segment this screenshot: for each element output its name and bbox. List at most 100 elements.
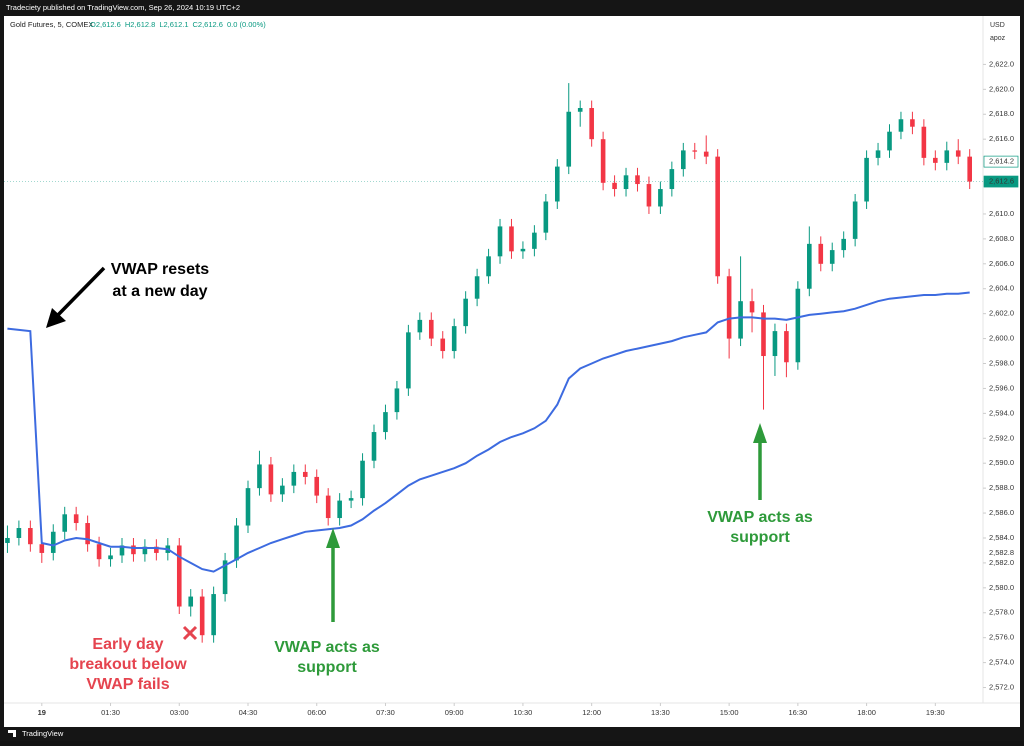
candle-body [658, 189, 663, 207]
candle-body [188, 596, 194, 607]
candle-body [73, 514, 79, 524]
y-tick-label: 2,590.0 [989, 458, 1014, 467]
annotation: VWAP acts as [274, 639, 380, 656]
y-tick-label: 2,582.0 [989, 558, 1014, 567]
x-tick-label: 15:00 [720, 708, 739, 717]
y-tick-label: 2,598.0 [989, 358, 1014, 367]
candle-body [62, 514, 68, 532]
candle-body [532, 232, 537, 249]
y-tick-label: 2,610.0 [989, 209, 1014, 218]
x-tick-label: 06:00 [307, 708, 326, 717]
publisher: Tradeciety published on TradingView.com,… [6, 3, 240, 12]
y-tick-label: 2,622.0 [989, 59, 1014, 68]
legend-value: H2,612.8 [125, 20, 155, 29]
y-tick-label: 2,604.0 [989, 284, 1014, 293]
candle-body [887, 131, 892, 151]
fail-mark [182, 625, 198, 641]
candle-body [852, 201, 858, 239]
candle-body [761, 312, 766, 357]
x-tick-label: 04:30 [239, 708, 258, 717]
y-tick-label: 2,584.0 [989, 533, 1014, 542]
candle-body [635, 175, 640, 185]
candle-body [131, 545, 136, 555]
candle-body [142, 546, 148, 555]
annotation: at a new day [112, 283, 207, 300]
candle-body [440, 338, 446, 352]
candle-body [554, 166, 560, 202]
candle-body [245, 488, 251, 526]
arrow-head [46, 308, 66, 328]
candle-body [5, 537, 10, 543]
symbol: Gold Futures, 5, COMEX [10, 20, 93, 29]
y-tick-label: 2,580.0 [989, 583, 1014, 592]
annotation: Early day [92, 636, 163, 653]
y-tick-label: 2,592.0 [989, 433, 1014, 442]
candle-body [280, 485, 285, 495]
annotation: breakout below [69, 656, 187, 673]
annotation: VWAP acts as [707, 509, 813, 526]
x-tick-label: 16:30 [788, 708, 807, 717]
y-tick-label: 2,602.0 [989, 309, 1014, 318]
candle-body [268, 464, 274, 495]
candle-body [933, 157, 938, 163]
candle-body [302, 471, 308, 477]
y-tick-label: 2,588.0 [989, 483, 1014, 492]
y-tick-label: 2,576.0 [989, 633, 1014, 642]
annotation: support [297, 659, 357, 676]
x-tick-label: 19 [38, 708, 46, 717]
x-tick-label: 10:30 [514, 708, 533, 717]
x-tick-label: 01:30 [101, 708, 120, 717]
candle-body [955, 150, 961, 157]
candle-body [291, 471, 297, 486]
candle-body [222, 560, 228, 595]
y-tick-label: 2,620.0 [989, 84, 1014, 93]
y-tick-label: 2,578.0 [989, 608, 1014, 617]
price-label: 2,612.6 [989, 177, 1014, 186]
candle-body [543, 201, 549, 233]
footer: TradingView [22, 729, 64, 738]
candle-body [612, 182, 617, 190]
candle-body [807, 243, 812, 289]
currency: USD [990, 22, 1005, 29]
candle-body [406, 332, 411, 389]
annotation: VWAP resets [111, 261, 210, 278]
candle-body [841, 238, 846, 251]
y-tick-label: 2,586.0 [989, 508, 1014, 517]
candle-body [669, 169, 675, 190]
x-tick-label: 12:00 [582, 708, 601, 717]
candle-body [967, 156, 972, 182]
candle-body [921, 126, 927, 158]
candle-body [749, 301, 755, 313]
candle-body [108, 555, 113, 560]
candle-body [348, 498, 354, 501]
y-tick-label: 2,600.0 [989, 334, 1014, 343]
candle-body [234, 525, 239, 561]
arrow-head [326, 528, 340, 548]
candle-body [623, 175, 629, 190]
candle-body [864, 157, 869, 202]
candle-body [16, 528, 22, 538]
candle-body [681, 150, 686, 170]
price-label: 2,614.2 [989, 157, 1014, 166]
candle-body [577, 108, 583, 112]
chart-area [4, 16, 1020, 727]
candle-body [898, 119, 904, 132]
candle-body [944, 150, 950, 163]
candle-body [337, 500, 342, 519]
y-tick-label: 2,594.0 [989, 408, 1014, 417]
candle-body [417, 319, 423, 333]
scale-label: apoz [990, 35, 1006, 42]
candle-body [772, 331, 778, 357]
candle-body [360, 460, 365, 499]
y-tick-label: 2,574.0 [989, 658, 1014, 667]
arrow [54, 266, 106, 319]
candle-body [451, 326, 457, 352]
candle-body [85, 523, 90, 545]
candle-body [119, 545, 125, 556]
arrow-head [753, 423, 767, 443]
candle-body [818, 243, 824, 264]
candle-body [795, 288, 801, 363]
candle-body [646, 184, 652, 207]
price-label-box [983, 175, 1019, 188]
